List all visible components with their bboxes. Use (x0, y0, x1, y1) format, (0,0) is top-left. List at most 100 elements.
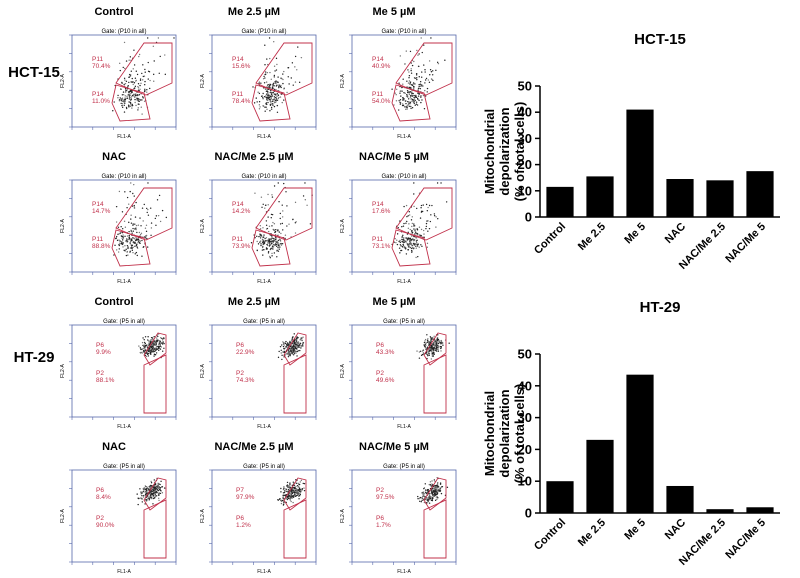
event-dot (422, 352, 425, 354)
event-dot (266, 90, 269, 93)
event-dot (293, 487, 295, 489)
event-dot (130, 238, 133, 240)
event-dot (127, 254, 129, 256)
event-dot (274, 244, 276, 246)
event-dot (149, 495, 151, 498)
event-dot (445, 201, 448, 203)
event-dot (269, 99, 271, 101)
event-dot (128, 236, 131, 238)
event-dot (427, 338, 429, 340)
event-dot (265, 237, 268, 239)
event-dot (273, 85, 275, 87)
event-dot (297, 490, 299, 492)
event-dot (143, 487, 145, 489)
plot-frame (71, 34, 177, 128)
event-dot (413, 88, 415, 90)
gate-polygon (143, 332, 167, 366)
event-dot (288, 83, 290, 85)
event-dot (295, 495, 298, 497)
event-dot (411, 107, 414, 109)
event-dot (273, 100, 275, 102)
event-dot (411, 249, 413, 252)
event-dot (128, 91, 130, 94)
gate-polygon (143, 499, 167, 559)
event-dot (413, 243, 415, 246)
event-dot (292, 488, 294, 491)
event-dot (292, 218, 294, 221)
event-dot (406, 243, 408, 245)
event-dot (437, 348, 439, 351)
event-dot (144, 348, 146, 350)
event-dot (297, 343, 299, 345)
event-dot (406, 239, 408, 241)
event-dot (290, 490, 293, 493)
event-dot (139, 347, 142, 349)
event-dot (426, 91, 428, 93)
event-dot (287, 495, 289, 498)
event-dot (165, 216, 168, 219)
event-dot (420, 101, 422, 104)
x-axis-label: FL1-A (397, 134, 411, 140)
event-dot (283, 486, 285, 488)
event-dot (286, 498, 289, 501)
event-dot (270, 90, 272, 92)
event-dot (145, 489, 148, 491)
event-dot (427, 343, 430, 345)
event-dot (431, 338, 433, 340)
event-dot (135, 93, 137, 95)
event-dot (141, 341, 144, 344)
event-dot (150, 480, 152, 483)
event-dot (153, 347, 155, 349)
event-dot (119, 97, 121, 99)
event-dot (434, 494, 436, 497)
event-dot (286, 225, 288, 227)
x-axis-label: FL1-A (117, 134, 131, 140)
event-dot (255, 97, 257, 99)
event-dot (281, 354, 283, 357)
event-dot (139, 88, 141, 90)
event-dot (143, 494, 145, 497)
event-dot (413, 101, 415, 103)
event-dot (420, 76, 423, 78)
x-axis-label: FL1-A (257, 279, 271, 285)
event-dot (144, 227, 147, 229)
event-dot (300, 345, 302, 347)
event-dot (434, 339, 437, 341)
event-dot (421, 497, 424, 499)
plot-frame (351, 324, 457, 418)
event-dot (435, 347, 437, 350)
event-dot (409, 96, 412, 98)
event-dot (430, 485, 432, 487)
event-dot (152, 491, 155, 493)
event-dot (140, 106, 142, 108)
event-dot (274, 82, 277, 85)
event-dot (267, 193, 269, 196)
event-dot (430, 37, 432, 39)
event-dot (264, 71, 267, 73)
event-dot (403, 92, 405, 94)
event-dot (151, 351, 153, 353)
event-dot (269, 257, 272, 259)
gate-polygon (423, 332, 447, 366)
event-dot (128, 94, 130, 97)
event-dot (405, 102, 407, 105)
event-dot (285, 340, 287, 343)
event-dot (286, 497, 288, 499)
event-dot (280, 487, 282, 490)
event-dot (153, 486, 156, 489)
event-dot (419, 217, 422, 219)
event-dot (281, 204, 283, 206)
event-dot (409, 242, 411, 245)
event-dot (437, 342, 440, 345)
event-dot (292, 354, 295, 356)
event-dot (402, 238, 405, 240)
event-dot (143, 351, 145, 353)
event-dot (409, 50, 412, 53)
event-dot (273, 96, 276, 98)
event-dot (157, 493, 160, 495)
event-dot (425, 203, 428, 206)
event-dot (147, 336, 149, 338)
event-dot (396, 239, 398, 241)
event-dot (263, 95, 266, 98)
event-dot (424, 82, 426, 84)
